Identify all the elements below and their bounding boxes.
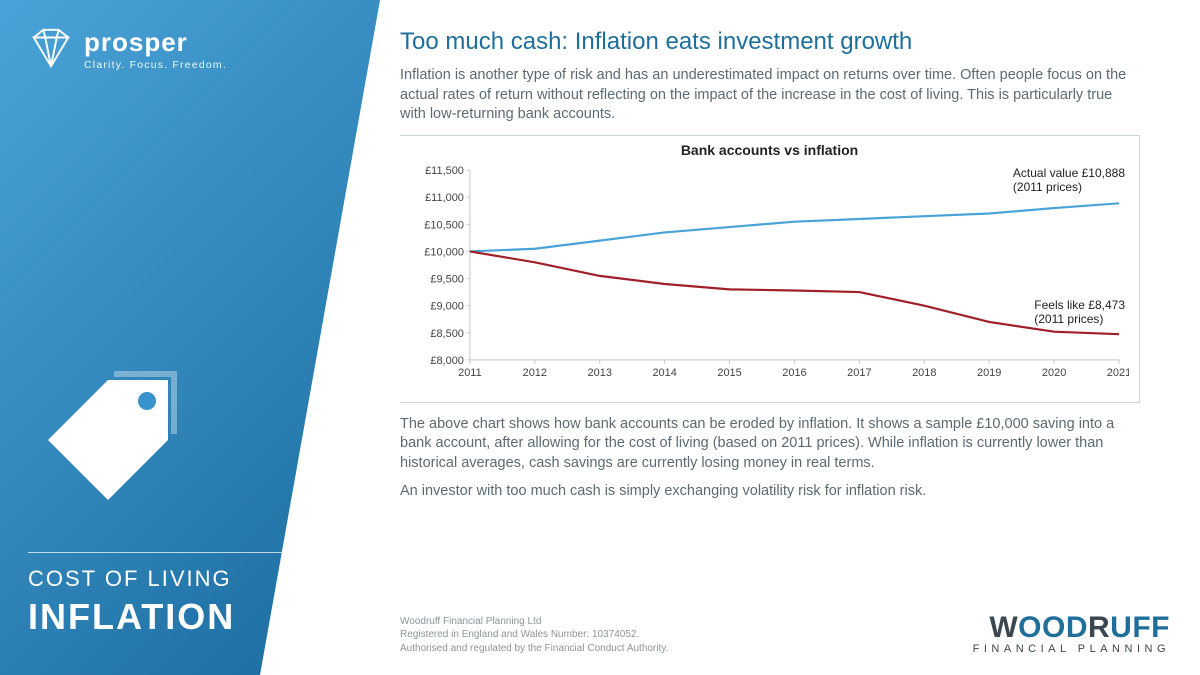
svg-text:£9,500: £9,500 — [430, 273, 464, 285]
headline: Too much cash: Inflation eats investment… — [400, 28, 1170, 56]
svg-text:2019: 2019 — [977, 367, 1001, 379]
svg-text:2017: 2017 — [847, 367, 871, 379]
svg-text:£8,500: £8,500 — [430, 327, 464, 339]
brand-logo: prosper Clarity. Focus. Freedom. — [28, 26, 227, 72]
svg-text:£11,500: £11,500 — [425, 165, 464, 177]
footer: Woodruff Financial Planning Ltd Register… — [400, 611, 1170, 655]
svg-text:2018: 2018 — [912, 367, 936, 379]
disclaimer: Woodruff Financial Planning Ltd Register… — [400, 615, 668, 656]
svg-text:2014: 2014 — [652, 367, 676, 379]
svg-text:2015: 2015 — [717, 367, 741, 379]
sidebar-title: INFLATION — [28, 596, 235, 638]
woodruff-logo: WWOODRUFFOODRUFF FINANCIAL PLANNING — [973, 611, 1170, 655]
svg-text:2012: 2012 — [523, 367, 547, 379]
svg-text:2013: 2013 — [588, 367, 612, 379]
diamond-icon — [28, 26, 74, 72]
svg-text:2020: 2020 — [1042, 367, 1066, 379]
sidebar: prosper Clarity. Focus. Freedom. COST OF… — [0, 0, 380, 675]
chart-title: Bank accounts vs inflation — [410, 142, 1129, 158]
price-tag-icon — [36, 368, 186, 518]
annotation-real: Feels like £8,473(2011 prices) — [1034, 298, 1125, 327]
svg-text:£10,500: £10,500 — [424, 219, 464, 231]
svg-text:2016: 2016 — [782, 367, 806, 379]
sidebar-divider — [28, 552, 298, 553]
brand-name: prosper — [84, 27, 227, 58]
svg-text:2011: 2011 — [458, 367, 482, 379]
closing-paragraph: An investor with too much cash is simply… — [400, 483, 1140, 499]
svg-text:£8,000: £8,000 — [430, 355, 464, 367]
annotation-actual: Actual value £10,888(2011 prices) — [1013, 166, 1125, 195]
svg-text:£10,000: £10,000 — [424, 246, 464, 258]
svg-text:£11,000: £11,000 — [425, 192, 464, 204]
main-content: Too much cash: Inflation eats investment… — [400, 28, 1170, 499]
brand-tagline: Clarity. Focus. Freedom. — [84, 59, 227, 71]
intro-paragraph: Inflation is another type of risk and ha… — [400, 66, 1140, 125]
sidebar-subtitle: COST OF LIVING — [28, 566, 232, 592]
svg-text:2021: 2021 — [1107, 367, 1129, 379]
explainer-paragraph: The above chart shows how bank accounts … — [400, 415, 1140, 474]
chart-container: Bank accounts vs inflation £11,500 £11,00… — [400, 135, 1140, 403]
svg-text:£9,000: £9,000 — [430, 300, 464, 312]
